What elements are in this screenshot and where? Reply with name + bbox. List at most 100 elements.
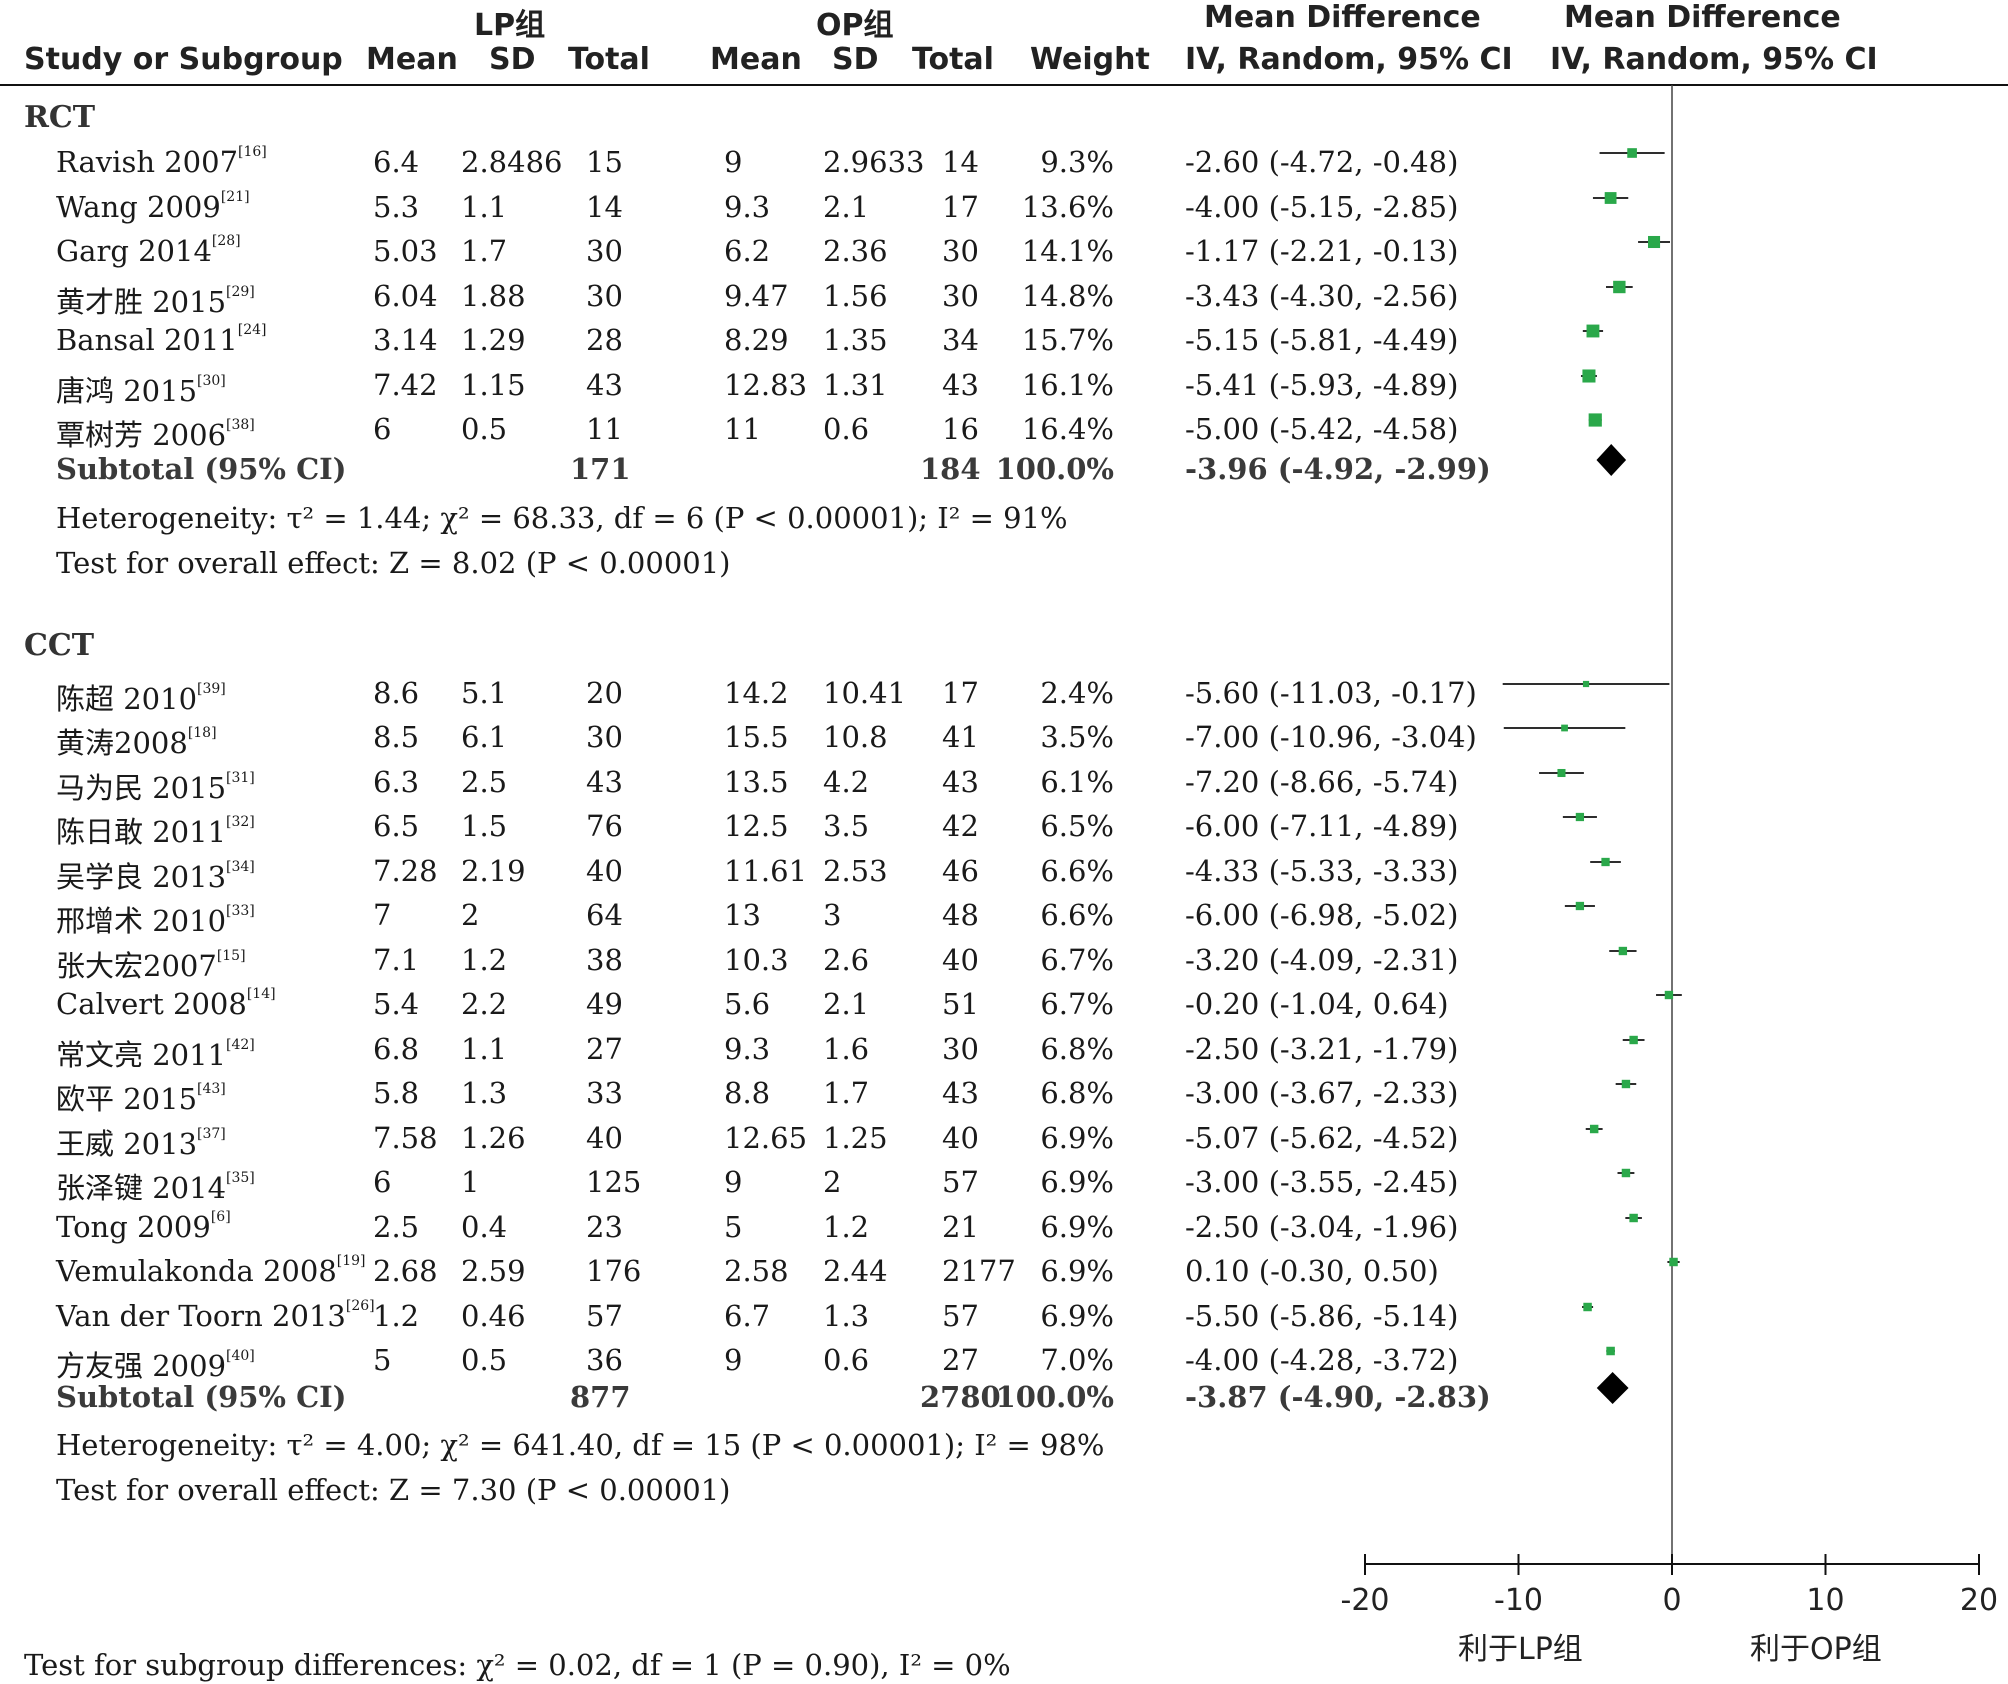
study-label: 吴学良 2013 bbox=[56, 860, 227, 894]
total2-header: Total bbox=[912, 42, 994, 77]
study-reference: [38] bbox=[226, 417, 255, 433]
cell-sd2: 1.6 bbox=[823, 1032, 870, 1066]
cell-sd2: 2.36 bbox=[823, 234, 888, 268]
subgroup-differences-test: Test for subgroup differences: χ² = 0.02… bbox=[24, 1648, 1011, 1682]
study-reference: [30] bbox=[197, 373, 226, 389]
study-label: Tong 2009 bbox=[56, 1210, 211, 1244]
study-reference: [33] bbox=[226, 903, 255, 919]
x-tick-label: 10 bbox=[1806, 1583, 1844, 1618]
cell-m1: 3.14 bbox=[373, 323, 438, 357]
study-marker bbox=[1627, 148, 1637, 158]
cell-sd1: 0.5 bbox=[461, 1343, 508, 1377]
overall-effect-cct: Test for overall effect: Z = 7.30 (P < 0… bbox=[56, 1473, 731, 1507]
cell-sd1: 1.1 bbox=[461, 1032, 508, 1066]
cell-ci: -3.43 (-4.30, -2.56) bbox=[1185, 279, 1459, 313]
cell-n1: 14 bbox=[586, 190, 623, 224]
cell-n2: 30 bbox=[942, 279, 979, 313]
x-tick-label: 0 bbox=[1662, 1583, 1681, 1618]
cell-m2: 9 bbox=[724, 145, 743, 179]
study-marker bbox=[1648, 235, 1661, 249]
cell-sd2: 10.8 bbox=[823, 720, 888, 754]
cell-sd2: 10.41 bbox=[823, 676, 907, 710]
cell-sd1: 2.2 bbox=[461, 987, 508, 1021]
cell-n2: 30 bbox=[942, 1032, 979, 1066]
study-label: 陈日敢 2011 bbox=[56, 815, 227, 849]
cell-m2: 5.6 bbox=[724, 987, 771, 1021]
plot-column-method: IV, Random, 95% CI bbox=[1550, 42, 1878, 77]
md-column-method: IV, Random, 95% CI bbox=[1185, 42, 1513, 77]
study-label: 唐鸿 2015 bbox=[56, 374, 198, 408]
cell-m1: 7.28 bbox=[373, 854, 438, 888]
cell-ci: -7.20 (-8.66, -5.74) bbox=[1185, 765, 1459, 799]
study-label: 张泽键 2014 bbox=[56, 1171, 227, 1205]
study-label: 张大宏2007 bbox=[56, 949, 217, 983]
study-marker bbox=[1621, 1079, 1631, 1089]
cell-n2: 48 bbox=[942, 898, 979, 932]
study-label: Van der Toorn 2013 bbox=[56, 1299, 346, 1333]
study-marker bbox=[1588, 413, 1602, 427]
cell-ci: -4.33 (-5.33, -3.33) bbox=[1185, 854, 1459, 888]
study-reference: [15] bbox=[216, 948, 246, 964]
study-reference: [42] bbox=[226, 1037, 255, 1053]
subtotal-weight: 100.0% bbox=[995, 452, 1114, 486]
plot-column-title: Mean Difference bbox=[1564, 0, 1841, 35]
cell-m2: 12.5 bbox=[724, 809, 789, 843]
cell-sd1: 0.46 bbox=[461, 1299, 526, 1333]
mean2-header: Mean bbox=[710, 42, 802, 77]
cell-weight: 6.7% bbox=[1040, 943, 1114, 977]
study-name: 王威 2013[37] bbox=[56, 1121, 226, 1163]
cell-m1: 5.3 bbox=[373, 190, 420, 224]
cell-weight: 6.9% bbox=[1040, 1254, 1114, 1288]
study-marker bbox=[1557, 768, 1566, 778]
cell-sd2: 2.1 bbox=[823, 190, 870, 224]
study-name: 马为民 2015[31] bbox=[56, 765, 255, 807]
study-label: 欧平 2015 bbox=[56, 1082, 198, 1116]
cell-m1: 7 bbox=[373, 898, 392, 932]
cell-m2: 8.29 bbox=[724, 323, 789, 357]
cell-n2: 40 bbox=[942, 1121, 979, 1155]
study-name: 覃树芳 2006[38] bbox=[56, 412, 255, 454]
cell-n2: 57 bbox=[942, 1165, 979, 1199]
cell-ci: -6.00 (-7.11, -4.89) bbox=[1185, 809, 1459, 843]
cell-weight: 6.6% bbox=[1040, 898, 1114, 932]
cell-sd1: 1.26 bbox=[461, 1121, 526, 1155]
cell-sd2: 1.31 bbox=[823, 368, 888, 402]
study-name: Wang 2009[21] bbox=[56, 190, 250, 224]
cell-sd2: 2.6 bbox=[823, 943, 870, 977]
cell-n2: 41 bbox=[942, 720, 979, 754]
study-header: Study or Subgroup bbox=[24, 42, 343, 77]
cell-n1: 23 bbox=[586, 1210, 623, 1244]
study-marker bbox=[1601, 857, 1610, 867]
study-name: 张泽键 2014[35] bbox=[56, 1165, 255, 1207]
study-reference: [28] bbox=[211, 233, 241, 249]
study-name: 邢增术 2010[33] bbox=[56, 898, 255, 940]
study-reference: [19] bbox=[336, 1253, 366, 1269]
study-name: 陈日敢 2011[32] bbox=[56, 809, 255, 851]
study-name: 陈超 2010[39] bbox=[56, 676, 226, 718]
cell-sd1: 1.2 bbox=[461, 943, 508, 977]
cell-n1: 64 bbox=[586, 898, 623, 932]
cell-sd1: 1.88 bbox=[461, 279, 526, 313]
subgroup-label-rct: RCT bbox=[24, 100, 96, 135]
cell-m2: 8.8 bbox=[724, 1076, 771, 1110]
study-reference: [40] bbox=[226, 1348, 255, 1364]
cell-ci: -6.00 (-6.98, -5.02) bbox=[1185, 898, 1459, 932]
cell-m2: 9.47 bbox=[724, 279, 789, 313]
group1-header: LP组 bbox=[474, 8, 546, 43]
cell-sd2: 2 bbox=[823, 1165, 842, 1199]
cell-ci: -2.50 (-3.04, -1.96) bbox=[1185, 1210, 1459, 1244]
cell-ci: -7.00 (-10.96, -3.04) bbox=[1185, 720, 1477, 754]
cell-weight: 9.3% bbox=[1040, 145, 1114, 179]
cell-m2: 14.2 bbox=[724, 676, 789, 710]
cell-sd2: 1.25 bbox=[823, 1121, 888, 1155]
study-reference: [37] bbox=[197, 1126, 226, 1142]
study-reference: [31] bbox=[226, 770, 255, 786]
study-label: 常文亮 2011 bbox=[56, 1038, 227, 1072]
cell-weight: 6.8% bbox=[1040, 1076, 1114, 1110]
study-reference: [29] bbox=[226, 284, 255, 300]
cell-sd1: 2 bbox=[461, 898, 480, 932]
cell-ci: -2.60 (-4.72, -0.48) bbox=[1185, 145, 1459, 179]
subtotal-ci: -3.96 (-4.92, -2.99) bbox=[1185, 452, 1491, 486]
subtotal-n1: 877 bbox=[570, 1380, 631, 1414]
heterogeneity-rct: Heterogeneity: τ² = 1.44; χ² = 68.33, df… bbox=[56, 501, 1068, 535]
